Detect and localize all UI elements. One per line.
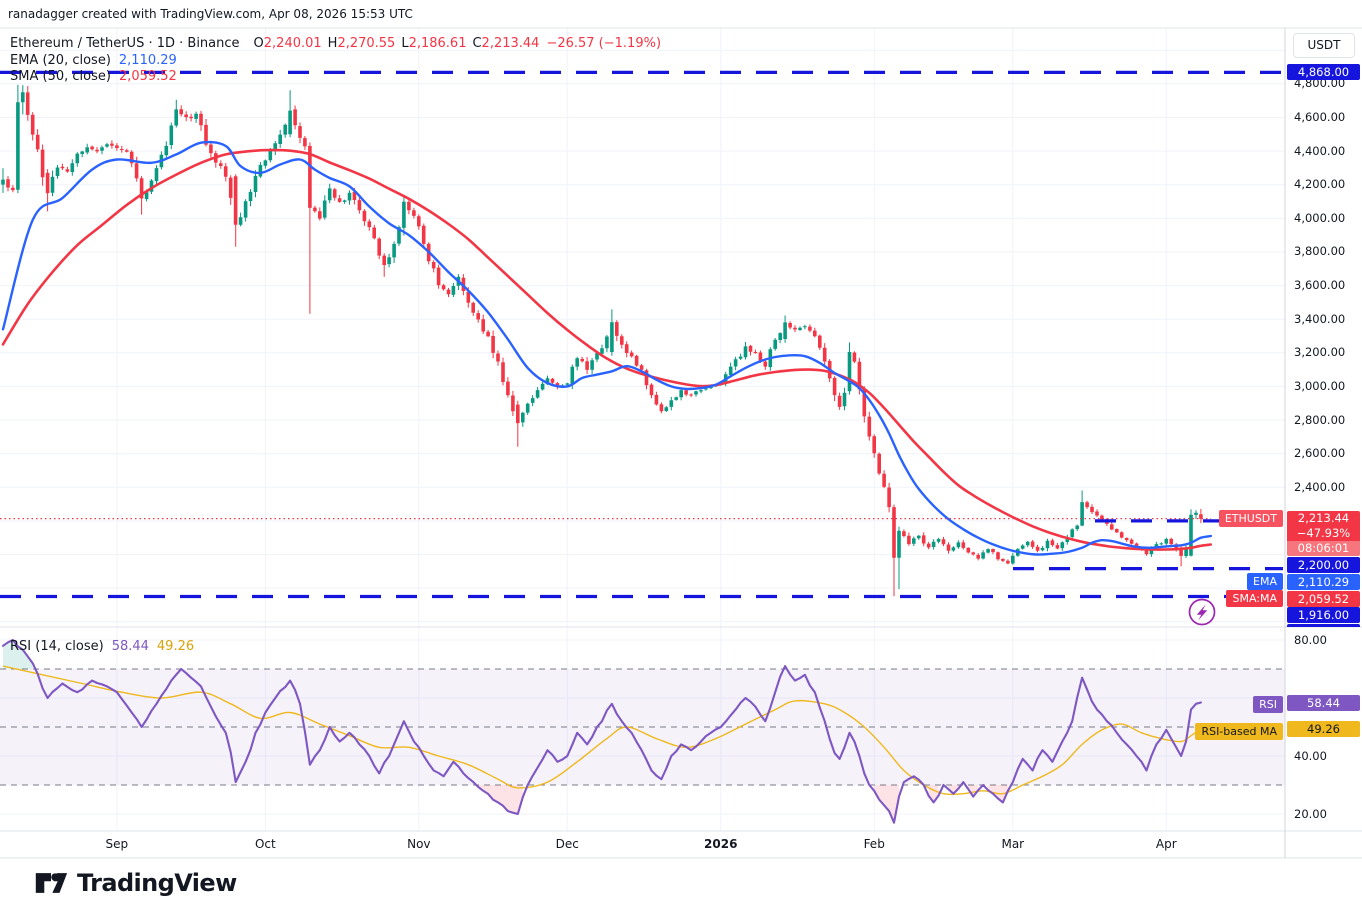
rsi-line (1, 638, 1202, 824)
price-badge-countdown: 08:06:01 (1287, 541, 1360, 556)
pane-borders (0, 27, 1362, 859)
price-axis-label: 3,400.00 (1294, 311, 1346, 326)
level-badge-2200: 2,200.00 (1287, 557, 1360, 573)
time-axis-label: Feb (863, 837, 885, 851)
price-axis-label: 4,400.00 (1294, 143, 1346, 158)
rsi-badge: 58.44 (1287, 694, 1360, 711)
rsi-overbought-fill (3, 640, 33, 669)
high-label: H (327, 36, 338, 51)
change-value: −26.57 (−1.19%) (546, 36, 662, 51)
ema-badge: 2,110.29 (1287, 574, 1360, 590)
open-label: O (253, 36, 264, 51)
tradingview-logo-icon (35, 873, 68, 893)
price-axis-label: 2,400.00 (1294, 479, 1346, 494)
candlestick-series (1, 84, 1203, 597)
price-axis-label: 2,800.00 (1294, 412, 1346, 427)
ema-line-label: EMA (1247, 573, 1283, 590)
time-axis-label: Sep (105, 837, 129, 851)
tradingview-logo[interactable]: TradingView (34, 869, 237, 897)
ema-legend-label: EMA (20, close) (10, 53, 111, 68)
rsi-legend-row[interactable]: RSI (14, close) 58.44 49.26 (10, 639, 194, 655)
price-badge-value: 2,213.44 (1287, 511, 1360, 526)
symbol-title[interactable]: Ethereum / TetherUS · 1D · Binance (10, 36, 240, 51)
rsi-axis-label: 40.00 (1294, 748, 1327, 763)
price-axis-label: 3,600.00 (1294, 278, 1346, 293)
time-axis-label: 2026 (704, 837, 738, 851)
time-axis[interactable]: Sep Oct Nov Dec 2026 Feb Mar Apr (0, 831, 1285, 858)
price-axis-label: 4,600.00 (1294, 109, 1346, 124)
time-axis-label: Mar (1001, 837, 1025, 851)
time-axis-label: Oct (254, 837, 276, 851)
rsi-ma-line-label: RSI-based MA (1195, 722, 1283, 740)
time-axis-label: Nov (407, 837, 431, 851)
rsi-line-label: RSI (1253, 696, 1283, 713)
rsi-ma-badge: 49.26 (1287, 721, 1360, 737)
low-label: L (401, 36, 409, 51)
time-axis-label: Dec (555, 837, 579, 851)
rsi-legend-label: RSI (14, close) (10, 639, 104, 654)
sma-line-label: SMA:MA (1226, 589, 1283, 607)
rsi-pane-series (1, 638, 1202, 824)
price-line-label: ETHUSDT (1218, 510, 1283, 527)
sma-legend-row[interactable]: SMA (50, close) 2,059.52 (10, 69, 177, 85)
level-badge-4868: 4,868.00 (1287, 64, 1360, 80)
price-axis-label: 4,200.00 (1294, 177, 1346, 192)
sma-legend-label: SMA (50, close) (10, 69, 111, 84)
symbol-legend-row[interactable]: Ethereum / TetherUS · 1D · Binance O2,240… (10, 36, 661, 52)
price-axis-label: 3,800.00 (1294, 244, 1346, 259)
price-badge-percent: −47.93% (1287, 526, 1360, 541)
close-label: C (472, 36, 482, 51)
price-axis-label: 2,600.00 (1294, 446, 1346, 461)
high-value: 2,270.55 (337, 36, 396, 51)
rsi-axis-label: 20.00 (1294, 806, 1327, 821)
sma-legend-value: 2,059.52 (118, 69, 177, 84)
boost-icon[interactable] (1188, 598, 1216, 626)
level-badge-1916: 1,916.00 (1287, 607, 1360, 623)
open-value: 2,240.01 (263, 36, 322, 51)
grid-lines (0, 28, 1285, 831)
rsi-ma-line (2, 665, 1202, 796)
ema-legend-value: 2,110.29 (118, 53, 177, 68)
close-value: 2,213.44 (481, 36, 540, 51)
ema-legend-row[interactable]: EMA (20, close) 2,110.29 (10, 53, 177, 69)
rsi-legend-value: 58.44 (111, 639, 149, 654)
price-axis-label: 3,200.00 (1294, 345, 1346, 360)
price-axis[interactable]: 4,868.00 2,213.44 −47.93% 08:06:01 2,200… (1285, 28, 1362, 627)
currency-unit-button[interactable]: USDT (1293, 33, 1355, 58)
sma-badge: 2,059.52 (1287, 590, 1360, 607)
price-axis-label: 3,000.00 (1294, 378, 1346, 393)
level-badge-1750: 1,750.00 (1287, 623, 1360, 627)
attribution-text: ranadagger created with TradingView.com,… (8, 7, 413, 21)
tradingview-logo-text: TradingView (77, 869, 237, 897)
rsi-ma-legend-value: 49.26 (156, 639, 195, 654)
rsi-oversold-fill (478, 785, 1008, 823)
rsi-axis-label: 80.00 (1294, 632, 1327, 647)
price-axis-label: 4,000.00 (1294, 210, 1346, 225)
low-value: 2,186.61 (408, 36, 467, 51)
time-axis-label: Apr (1155, 837, 1177, 851)
rsi-axis[interactable]: 58.44 49.26 80.00 40.00 20.00 (1285, 627, 1362, 831)
ema20-line (1, 140, 1212, 556)
